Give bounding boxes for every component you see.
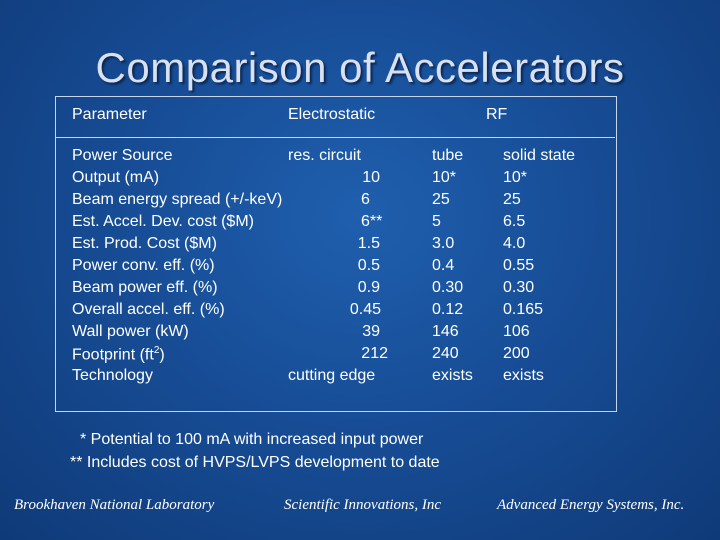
rf-solid-state-cell: 0.55 — [503, 257, 535, 274]
rf-solid-state-cell: 0.30 — [503, 279, 535, 296]
rf-tube-cell: 5 — [432, 213, 441, 230]
rf-solid-state-cell: 4.0 — [503, 235, 526, 252]
header-rf: RF — [486, 106, 508, 123]
table-row: Wall power (kW) 39 146 106 — [0, 323, 720, 345]
rf-tube-cell: tube — [432, 147, 464, 164]
electrostatic-cell: 0.45 — [349, 301, 381, 318]
rf-tube-cell: 0.4 — [432, 257, 455, 274]
table-row: Technology cutting edge exists exists — [0, 367, 720, 389]
rf-solid-state-cell: 25 — [503, 191, 521, 208]
param-cell: Overall accel. eff. (%) — [72, 301, 225, 318]
electrostatic-cell: cutting edge — [288, 367, 376, 384]
rf-tube-cell: 3.0 — [432, 235, 455, 252]
electrostatic-cell: res. circuit — [288, 147, 361, 164]
table-row: Est. Prod. Cost ($M) 1.5 3.0 4.0 — [0, 235, 720, 257]
rf-tube-cell: 0.12 — [432, 301, 464, 318]
rf-tube-cell: 25 — [432, 191, 450, 208]
rf-solid-state-cell: 200 — [503, 345, 530, 362]
rf-tube-cell: 0.30 — [432, 279, 464, 296]
param-cell: Power Source — [72, 147, 173, 164]
param-cell: Wall power (kW) — [72, 323, 189, 340]
param-cell: Technology — [72, 367, 153, 384]
slide-title: Comparison of Accelerators — [95, 44, 625, 91]
table-row: Beam power eff. (%) 0.9 0.30 0.30 — [0, 279, 720, 301]
rf-tube-cell: 146 — [432, 323, 459, 340]
rf-tube-cell: 10* — [432, 169, 457, 186]
electrostatic-cell: 6 — [361, 191, 370, 208]
table-row: Footprint (ft2) 212 240 200 — [0, 345, 720, 367]
table-row: Est. Accel. Dev. cost ($M) 6** 5 6.5 — [0, 213, 720, 235]
param-cell: Est. Prod. Cost ($M) — [72, 235, 217, 252]
table-row: Power conv. eff. (%) 0.5 0.4 0.55 — [0, 257, 720, 279]
rf-tube-cell: 240 — [432, 345, 459, 362]
comparison-table-frame — [55, 96, 617, 412]
param-cell: Est. Accel. Dev. cost ($M) — [72, 213, 254, 230]
table-row: Beam energy spread (+/-keV) 6 25 25 — [0, 191, 720, 213]
header-electrostatic: Electrostatic — [288, 106, 376, 123]
electrostatic-cell: 0.5 — [357, 257, 380, 274]
electrostatic-cell: 212 — [361, 345, 388, 362]
param-cell: Footprint (ft2) — [72, 345, 165, 364]
table-row: Power Source res. circuit tube solid sta… — [0, 147, 720, 169]
param-cell: Beam energy spread (+/-keV) — [72, 191, 283, 208]
rf-tube-cell: exists — [432, 367, 473, 384]
table-row: Overall accel. eff. (%) 0.45 0.12 0.165 — [0, 301, 720, 323]
electrostatic-cell: 1.5 — [357, 235, 380, 252]
electrostatic-cell: 0.9 — [357, 279, 380, 296]
rf-solid-state-cell: exists — [503, 367, 544, 384]
rf-solid-state-cell: 0.165 — [503, 301, 544, 318]
rf-solid-state-cell: 10* — [503, 169, 528, 186]
footer-advanced-energy: Advanced Energy Systems, Inc. — [497, 497, 685, 513]
header-parameter: Parameter — [72, 106, 147, 123]
param-cell: Power conv. eff. (%) — [72, 257, 215, 274]
electrostatic-cell: 6** — [361, 213, 383, 230]
rf-solid-state-cell: 6.5 — [503, 213, 526, 230]
header-divider — [55, 137, 615, 138]
rf-solid-state-cell: solid state — [503, 147, 576, 164]
param-cell: Output (mA) — [72, 169, 160, 186]
footer-brookhaven: Brookhaven National Laboratory — [14, 497, 215, 513]
footnote-2: ** Includes cost of HVPS/LVPS developmen… — [70, 454, 440, 471]
table-row: Output (mA) 10 10* 10* — [0, 169, 720, 191]
electrostatic-cell: 10 — [362, 169, 380, 186]
footnote-1: * Potential to 100 mA with increased inp… — [80, 431, 424, 448]
rf-solid-state-cell: 106 — [503, 323, 530, 340]
footer-scientific-innovations: Scientific Innovations, Inc — [284, 497, 442, 513]
electrostatic-cell: 39 — [362, 323, 380, 340]
param-cell: Beam power eff. (%) — [72, 279, 218, 296]
